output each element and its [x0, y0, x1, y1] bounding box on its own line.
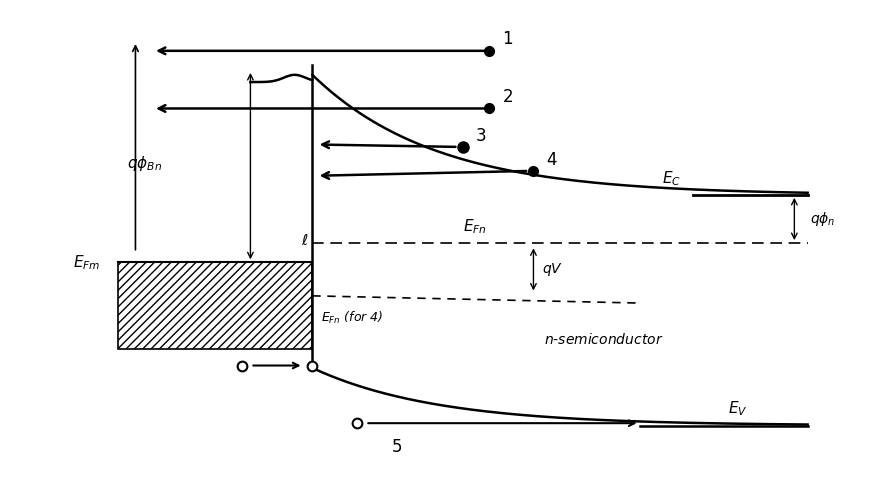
Text: 3: 3: [476, 126, 487, 144]
Text: $\ell$: $\ell$: [302, 233, 309, 248]
Text: 2: 2: [503, 88, 514, 106]
Text: $E_{Fn}$ (for 4): $E_{Fn}$ (for 4): [321, 310, 384, 327]
Text: 4: 4: [546, 151, 557, 169]
Text: $E_{Fn}$: $E_{Fn}$: [463, 217, 487, 236]
Text: $n$-semiconductor: $n$-semiconductor: [545, 331, 664, 347]
Text: $E_C$: $E_C$: [661, 169, 681, 188]
Text: $qV$: $qV$: [542, 261, 563, 278]
Text: $E_{Fm}$: $E_{Fm}$: [73, 253, 100, 272]
Text: $q\phi_{Bn}$: $q\phi_{Bn}$: [126, 154, 162, 173]
Text: 5: 5: [392, 437, 402, 455]
Text: $E_V$: $E_V$: [728, 399, 748, 418]
Text: 1: 1: [503, 31, 514, 49]
Text: $q\phi_n$: $q\phi_n$: [810, 210, 836, 228]
Bar: [117, 262, 312, 348]
